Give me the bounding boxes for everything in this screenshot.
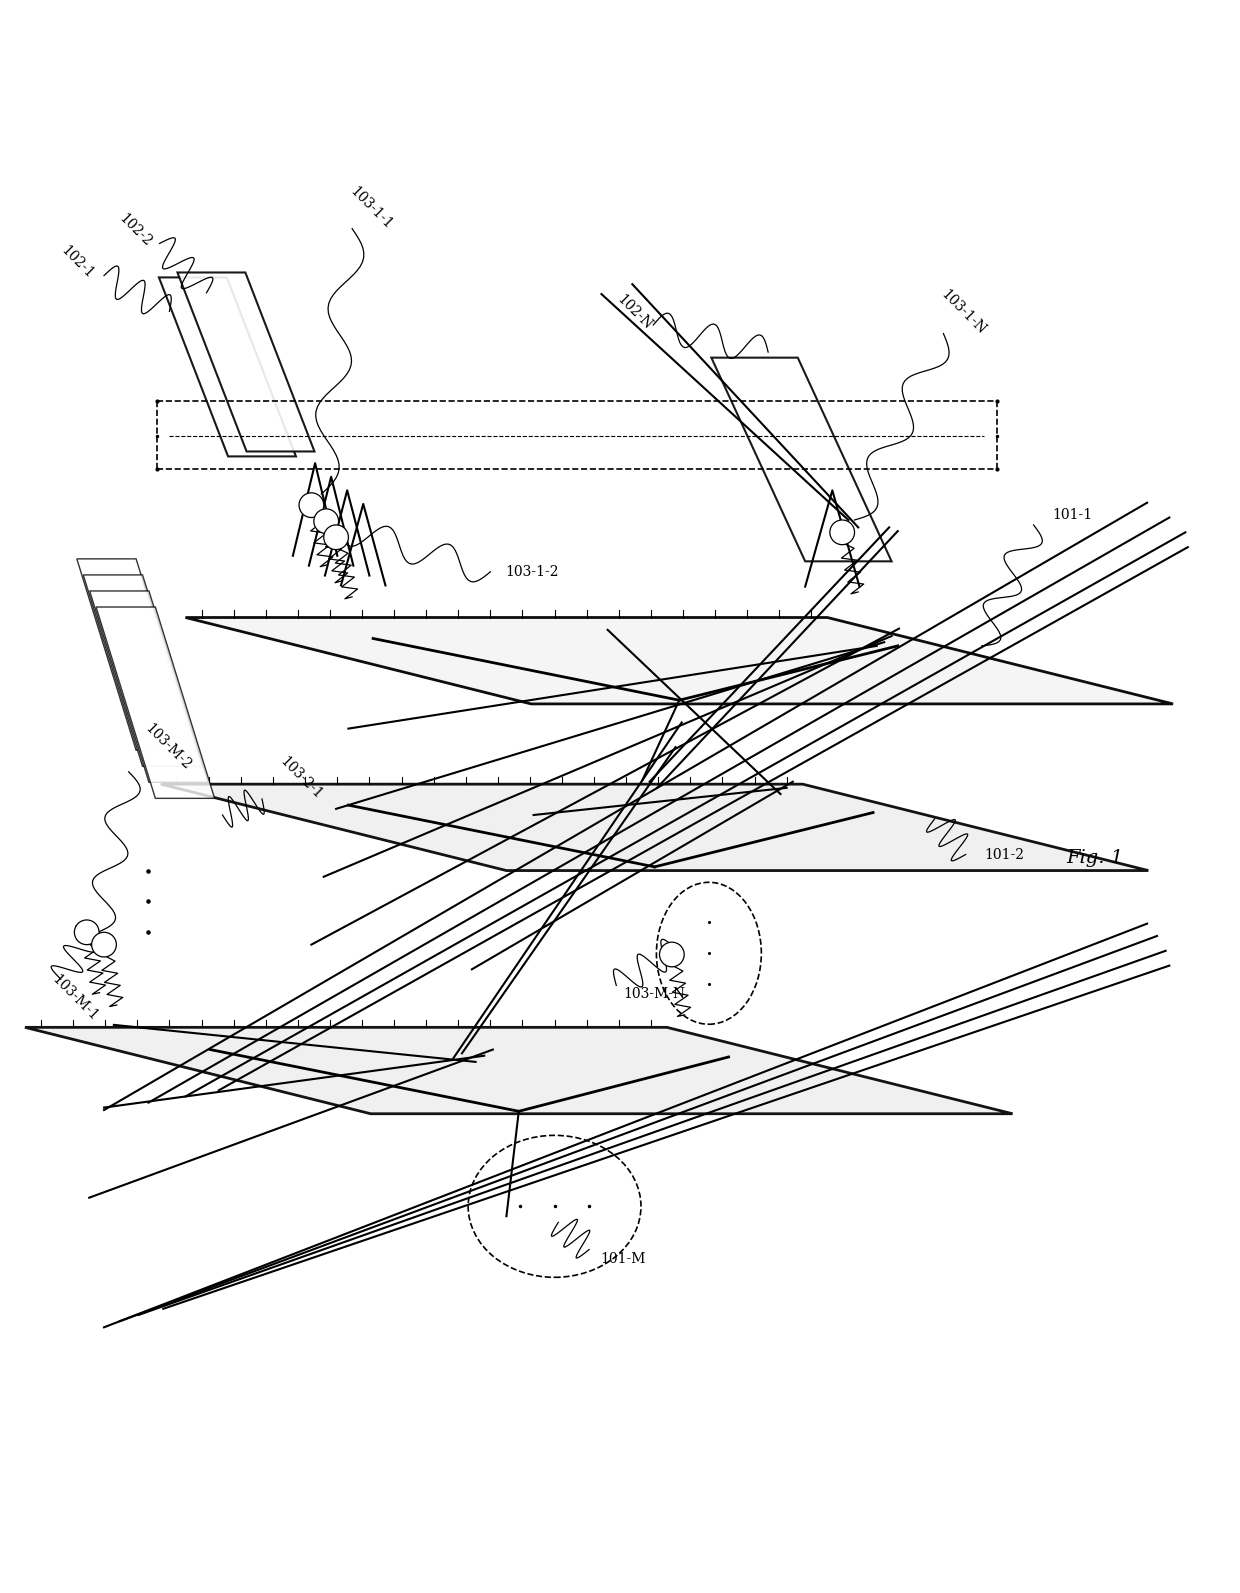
- Text: 101-2: 101-2: [985, 847, 1024, 862]
- Polygon shape: [97, 607, 215, 798]
- Text: 102-2: 102-2: [115, 210, 154, 249]
- Circle shape: [660, 941, 684, 967]
- Text: 103-1-N: 103-1-N: [939, 288, 988, 338]
- Polygon shape: [83, 575, 202, 766]
- Text: Fig. 1: Fig. 1: [1066, 849, 1123, 867]
- Text: 103-1-1: 103-1-1: [347, 183, 394, 231]
- Circle shape: [92, 932, 117, 957]
- Circle shape: [324, 526, 348, 550]
- Polygon shape: [161, 784, 1148, 870]
- Text: 103-M-N: 103-M-N: [624, 988, 686, 1000]
- Text: 103-2-1: 103-2-1: [277, 753, 325, 801]
- Polygon shape: [25, 1027, 1013, 1114]
- Text: 103-M-2: 103-M-2: [143, 722, 193, 773]
- Text: 102-N: 102-N: [615, 293, 655, 333]
- Text: 103-1-2: 103-1-2: [505, 566, 559, 578]
- Polygon shape: [159, 277, 296, 457]
- Polygon shape: [89, 591, 208, 782]
- Polygon shape: [186, 618, 1173, 704]
- Text: 102-1: 102-1: [58, 242, 95, 280]
- Circle shape: [830, 519, 854, 545]
- Text: 101-1: 101-1: [1052, 508, 1092, 523]
- Polygon shape: [712, 358, 892, 561]
- Circle shape: [74, 919, 99, 945]
- Text: 101-M: 101-M: [600, 1252, 646, 1266]
- Circle shape: [299, 492, 324, 518]
- Text: 103-M-1: 103-M-1: [50, 972, 102, 1023]
- Polygon shape: [177, 272, 315, 451]
- Circle shape: [314, 508, 339, 534]
- Polygon shape: [77, 559, 196, 750]
